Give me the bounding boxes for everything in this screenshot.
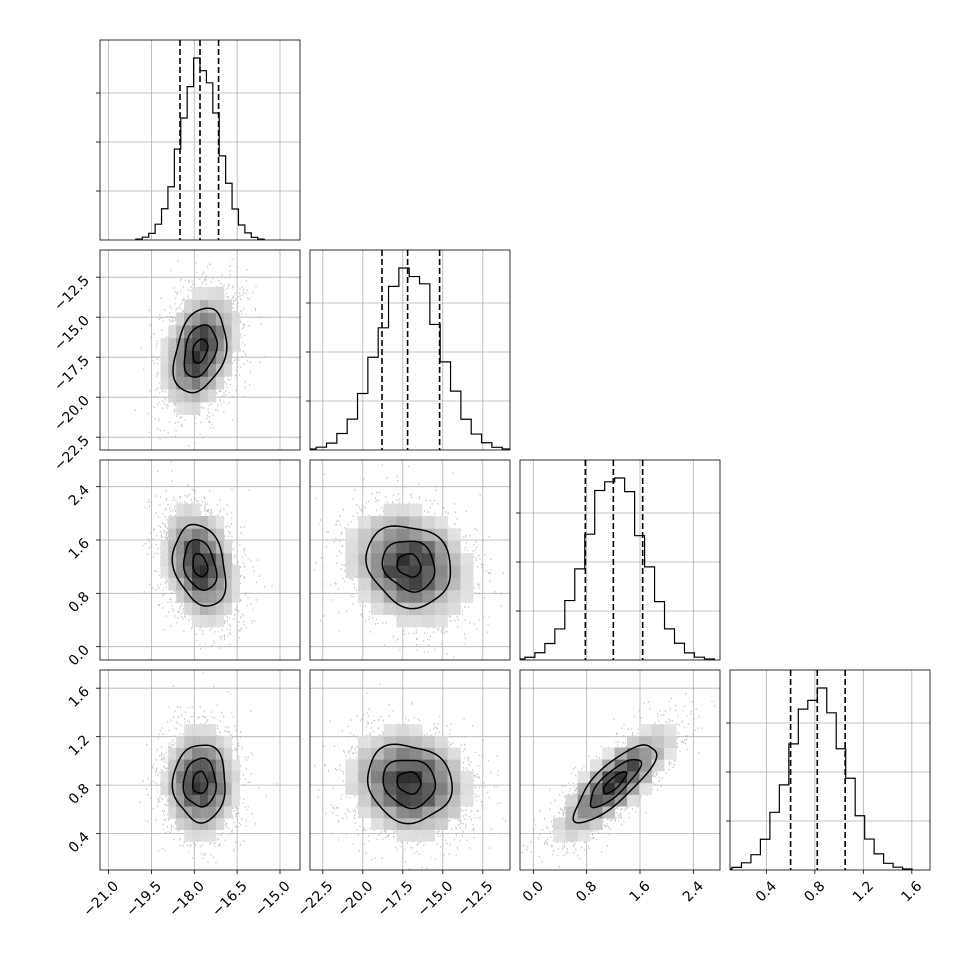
density-map — [553, 724, 677, 842]
density-map — [160, 286, 240, 416]
histogram-4 — [730, 687, 913, 870]
y-tick-label: 1.6 — [66, 535, 93, 562]
contour-2 — [382, 759, 437, 810]
histogram-panel-3 — [519, 459, 721, 661]
contour-2 — [589, 758, 643, 809]
histogram-3 — [520, 477, 715, 660]
x-tick-label: 0.4 — [753, 878, 780, 905]
histogram-1 — [135, 57, 265, 240]
histogram-panel-2 — [309, 249, 511, 451]
y-tick-label: −15.0 — [51, 313, 93, 355]
histogram-panel-4 — [729, 669, 931, 871]
y-tick-label: 0.0 — [66, 642, 93, 669]
x-tick-label: −15.0 — [415, 878, 457, 920]
x-tick-label: −16.5 — [209, 878, 251, 920]
y-tick-label: 0.4 — [66, 829, 93, 856]
x-tick-label: 0.0 — [520, 878, 547, 905]
scatter-panel-3-1 — [99, 459, 301, 661]
contour-1 — [396, 552, 422, 578]
contour-3 — [171, 744, 226, 824]
x-tick-label: 0.8 — [801, 878, 828, 905]
y-tick-label: −17.5 — [51, 353, 93, 395]
y-tick-label: −20.0 — [51, 393, 93, 435]
x-tick-label: −17.5 — [375, 878, 417, 920]
y-tick-label: 0.8 — [66, 781, 93, 808]
contour-1 — [602, 771, 628, 795]
contour-3 — [365, 525, 452, 610]
x-tick-label: −21.0 — [81, 878, 123, 920]
contour-3 — [172, 307, 228, 394]
x-tick-label: −12.5 — [455, 878, 497, 920]
scatter-panel-2-1 — [99, 249, 301, 451]
scatter-panel-4-1 — [99, 669, 301, 871]
contour-1 — [192, 770, 209, 794]
x-tick-label: −20.0 — [335, 878, 377, 920]
y-tick-label: 2.4 — [66, 482, 93, 509]
contour-1 — [192, 338, 209, 364]
scatter-panel-4-3 — [519, 669, 721, 871]
x-tick-label: 1.6 — [898, 878, 925, 905]
histogram-panel-1 — [99, 39, 301, 241]
y-tick-label: 1.2 — [66, 732, 93, 759]
x-tick-label: −19.5 — [123, 878, 165, 920]
y-tick-label: −22.5 — [51, 433, 93, 475]
y-tick-label: −12.5 — [51, 273, 93, 315]
scatter-panel-3-2 — [309, 459, 511, 661]
x-tick-label: 0.8 — [573, 878, 600, 905]
x-tick-label: −15.0 — [252, 878, 294, 920]
scatter-panel-4-2 — [309, 669, 511, 871]
x-tick-label: 1.6 — [627, 878, 654, 905]
x-tick-label: 2.4 — [680, 878, 707, 905]
contour-3 — [572, 744, 658, 824]
x-tick-label: −18.0 — [166, 878, 208, 920]
contour-2 — [381, 540, 436, 593]
contour-2 — [182, 757, 217, 808]
histogram-2 — [310, 267, 510, 450]
contour-2 — [182, 539, 218, 591]
contour-1 — [396, 771, 422, 795]
x-tick-label: −22.5 — [295, 878, 337, 920]
contour-3 — [171, 523, 227, 607]
x-tick-label: 1.2 — [850, 878, 877, 905]
contour-2 — [183, 324, 219, 378]
contour-1 — [192, 552, 209, 578]
y-tick-label: 1.6 — [66, 684, 93, 711]
y-tick-label: 0.8 — [66, 589, 93, 616]
contour-3 — [366, 743, 453, 825]
density-map — [345, 503, 474, 628]
